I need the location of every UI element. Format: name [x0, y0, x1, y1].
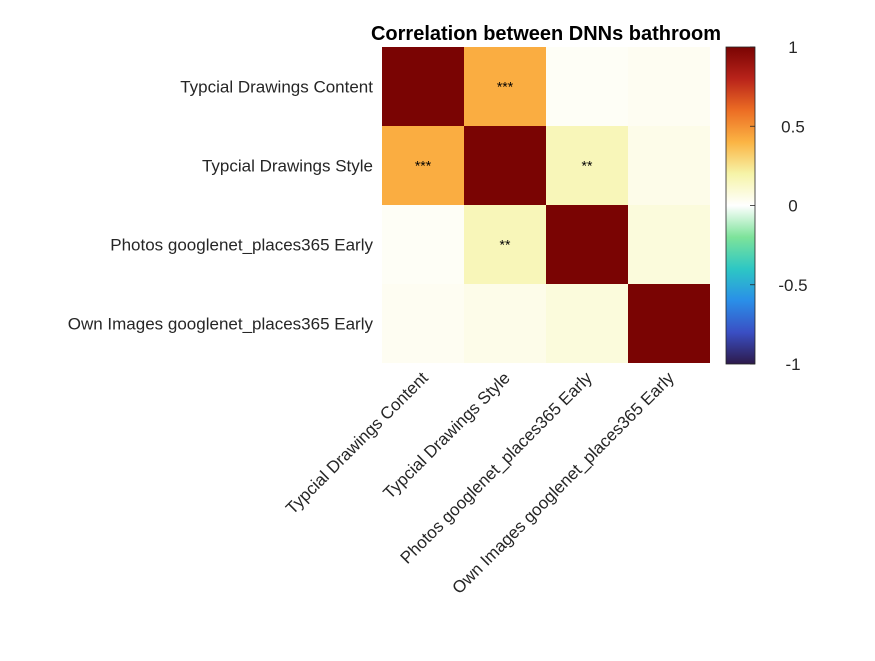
heatmap-cell	[546, 126, 628, 205]
significance-label: ***	[415, 158, 432, 174]
colorbar-tick-label: -0.5	[778, 276, 807, 295]
heatmap-cells	[382, 47, 710, 363]
significance-labels: ****** ****	[415, 79, 593, 253]
colorbar-ticks: 1 0.5 0 -0.5 -1	[750, 38, 808, 374]
heatmap-cell	[628, 126, 710, 205]
column-tick-label: Typcial Drawings Content	[282, 368, 432, 518]
heatmap-cell	[628, 205, 710, 284]
colorbar-tick-label: -1	[785, 355, 800, 374]
heatmap-cell	[464, 205, 546, 284]
heatmap-cell	[546, 205, 628, 284]
row-tick-label: Own Images googlenet_places365 Early	[68, 315, 374, 334]
heatmap-cell	[546, 47, 628, 126]
significance-label: **	[582, 158, 593, 174]
significance-label: **	[500, 237, 511, 253]
heatmap-cell	[628, 284, 710, 363]
heatmap-cell	[546, 284, 628, 363]
significance-label: ***	[497, 79, 514, 95]
row-tick-label: Typcial Drawings Content	[180, 78, 373, 97]
heatmap-cell	[464, 126, 546, 205]
colorbar-tick-label: 1	[788, 38, 797, 57]
heatmap-cell	[464, 284, 546, 363]
heatmap-cell	[382, 47, 464, 126]
heatmap-cell	[628, 47, 710, 126]
heatmap-cell	[464, 47, 546, 126]
chart-title: Correlation between DNNs bathroom	[371, 23, 721, 45]
row-tick-label: Photos googlenet_places365 Early	[110, 236, 373, 255]
row-labels: Typcial Drawings Content Typcial Drawings…	[68, 78, 374, 334]
heatmap-cell	[382, 205, 464, 284]
colorbar-tick-label: 0.5	[781, 117, 805, 136]
heatmap-cell	[382, 126, 464, 205]
colorbar-tick-label: 0	[788, 197, 797, 216]
heatmap-cell	[382, 284, 464, 363]
row-tick-label: Typcial Drawings Style	[202, 157, 373, 176]
